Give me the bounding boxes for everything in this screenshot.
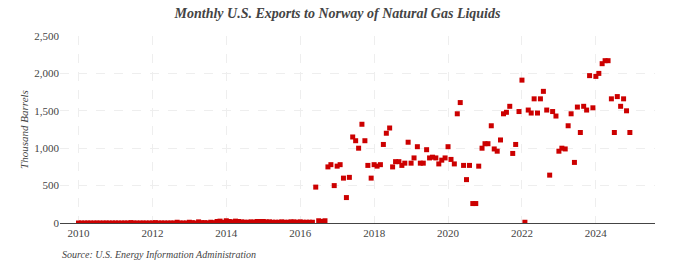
svg-text:2,500: 2,500 (34, 30, 59, 42)
svg-text:1,000: 1,000 (34, 142, 59, 154)
svg-text:2020: 2020 (437, 227, 460, 239)
svg-text:Source: U.S. Energy Informatio: Source: U.S. Energy Information Administ… (62, 249, 256, 260)
svg-text:2022: 2022 (511, 227, 533, 239)
svg-text:0: 0 (54, 217, 60, 229)
svg-text:1,500: 1,500 (34, 105, 59, 117)
svg-text:2010: 2010 (67, 227, 90, 239)
svg-text:Monthly U.S. Exports to Norway: Monthly U.S. Exports to Norway of Natura… (174, 6, 501, 21)
svg-text:2016: 2016 (289, 227, 312, 239)
svg-text:2014: 2014 (215, 227, 238, 239)
svg-text:2024: 2024 (585, 227, 608, 239)
svg-text:2,000: 2,000 (34, 67, 59, 79)
svg-text:2012: 2012 (141, 227, 163, 239)
svg-text:Thousand Barrels: Thousand Barrels (18, 90, 30, 169)
svg-text:500: 500 (43, 179, 60, 191)
svg-text:2018: 2018 (363, 227, 386, 239)
